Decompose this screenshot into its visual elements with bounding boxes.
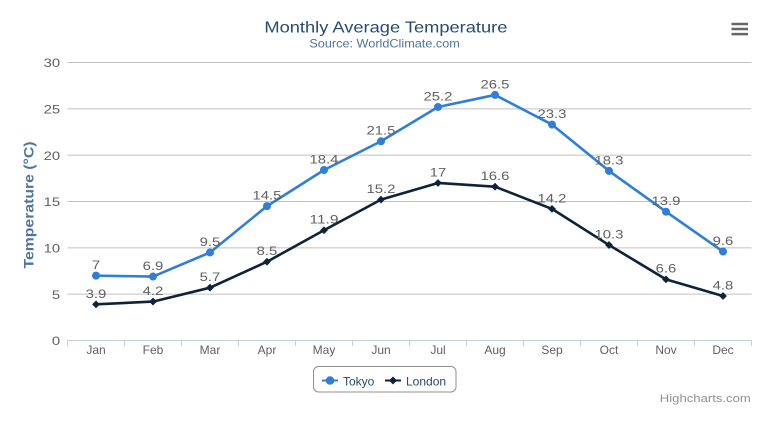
svg-text:Temperature (°C): Temperature (°C) xyxy=(21,142,36,269)
svg-text:10: 10 xyxy=(44,242,61,256)
svg-text:Source: WorldClimate.com: Source: WorldClimate.com xyxy=(309,37,460,51)
svg-text:Jul: Jul xyxy=(430,343,445,357)
svg-text:9.5: 9.5 xyxy=(200,235,221,249)
svg-text:30: 30 xyxy=(44,56,61,70)
svg-text:Tokyo: Tokyo xyxy=(343,374,375,388)
svg-text:0: 0 xyxy=(52,334,61,348)
svg-text:3.9: 3.9 xyxy=(86,287,107,301)
svg-text:Aug: Aug xyxy=(484,343,505,357)
svg-text:May: May xyxy=(313,343,336,357)
svg-text:4.8: 4.8 xyxy=(713,278,734,292)
svg-text:17: 17 xyxy=(430,165,447,179)
svg-text:13.9: 13.9 xyxy=(652,194,681,208)
svg-text:14.5: 14.5 xyxy=(253,189,282,203)
svg-text:14.2: 14.2 xyxy=(538,191,567,205)
svg-text:20: 20 xyxy=(44,149,61,163)
svg-text:16.6: 16.6 xyxy=(481,169,510,183)
svg-text:Highcharts.com: Highcharts.com xyxy=(660,393,751,405)
svg-text:8.5: 8.5 xyxy=(257,244,278,258)
svg-text:4.2: 4.2 xyxy=(143,284,164,298)
svg-text:Monthly Average Temperature: Monthly Average Temperature xyxy=(264,20,507,37)
svg-text:6.6: 6.6 xyxy=(656,262,677,276)
svg-text:Nov: Nov xyxy=(655,343,676,357)
svg-text:11.9: 11.9 xyxy=(310,213,339,227)
svg-text:5.7: 5.7 xyxy=(200,270,221,284)
svg-text:26.5: 26.5 xyxy=(481,77,510,91)
svg-text:6.9: 6.9 xyxy=(143,259,164,273)
svg-text:9.6: 9.6 xyxy=(713,234,734,248)
svg-text:18.4: 18.4 xyxy=(310,152,339,166)
svg-text:Oct: Oct xyxy=(600,343,619,357)
svg-text:Jan: Jan xyxy=(86,343,105,357)
svg-text:15.2: 15.2 xyxy=(367,182,396,196)
svg-text:Apr: Apr xyxy=(258,343,277,357)
svg-text:Dec: Dec xyxy=(712,343,733,357)
svg-text:18.3: 18.3 xyxy=(595,153,624,167)
svg-text:25.2: 25.2 xyxy=(424,89,453,103)
svg-text:23.3: 23.3 xyxy=(538,107,567,121)
svg-text:Feb: Feb xyxy=(143,343,164,357)
svg-text:25: 25 xyxy=(44,103,61,117)
svg-text:Sep: Sep xyxy=(541,343,563,357)
svg-text:15: 15 xyxy=(44,195,61,209)
svg-text:Jun: Jun xyxy=(371,343,390,357)
svg-text:7: 7 xyxy=(92,258,101,272)
svg-text:London: London xyxy=(406,374,446,388)
svg-text:21.5: 21.5 xyxy=(367,124,396,138)
svg-text:5: 5 xyxy=(52,288,61,302)
svg-text:Mar: Mar xyxy=(200,343,221,357)
svg-text:10.3: 10.3 xyxy=(595,227,624,241)
